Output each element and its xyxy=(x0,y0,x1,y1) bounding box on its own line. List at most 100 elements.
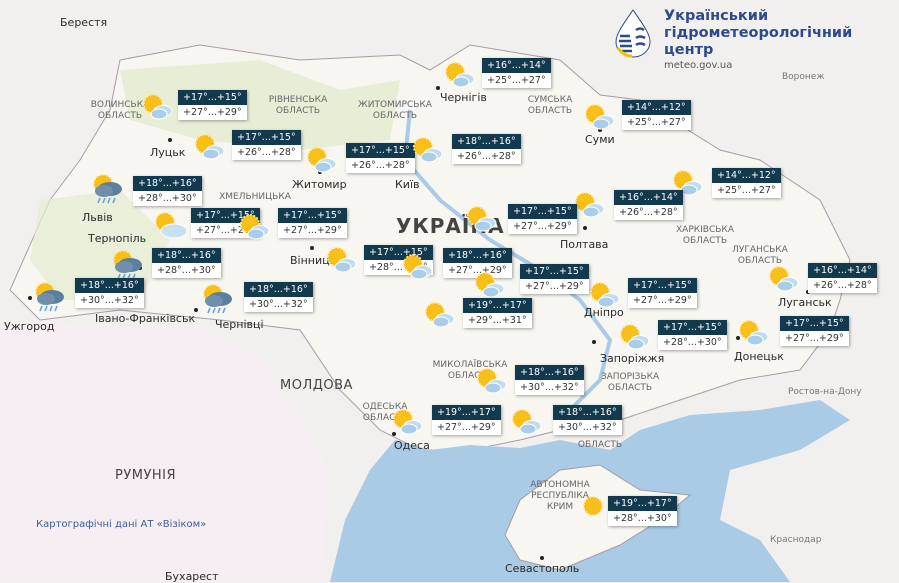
night-temperature: +14°...+12° xyxy=(622,100,691,115)
city-label[interactable]: Одеса xyxy=(394,439,430,452)
sun-cloud-icon xyxy=(475,272,505,298)
region-label: СУМСЬКА ОБЛАСТЬ xyxy=(527,95,573,116)
day-temperature: +28°...+30° xyxy=(658,335,727,350)
city-label[interactable]: Полтава xyxy=(560,238,609,251)
day-temperature: +27°...+29° xyxy=(520,279,589,294)
forecast-label[interactable]: +19°...+17° +27°...+29° xyxy=(432,405,501,435)
forest-areas-west xyxy=(30,190,170,300)
cloud-sun-icon xyxy=(155,212,186,239)
city-label[interactable]: Донецьк xyxy=(734,350,784,363)
rain-icon xyxy=(113,250,142,280)
day-temperature: +29°...+31° xyxy=(463,313,532,328)
forest-areas xyxy=(120,60,400,150)
day-temperature: +27°...+29° xyxy=(278,223,347,238)
forecast-label[interactable]: +17°...+15° +26°...+28° xyxy=(346,143,415,173)
region-label: ЖИТОМИРСЬКА ОБЛАСТЬ xyxy=(358,100,432,121)
city-marker[interactable] xyxy=(392,432,396,436)
forecast-label[interactable]: +18°...+16° +26°...+28° xyxy=(452,134,521,164)
city-marker[interactable] xyxy=(436,86,440,90)
city-label[interactable]: Воронеж xyxy=(782,72,825,82)
city-marker[interactable] xyxy=(540,556,544,560)
forecast-label[interactable]: +17°...+15° +26°...+28° xyxy=(232,130,301,160)
night-temperature: +18°...+16° xyxy=(443,248,512,263)
site-url[interactable]: meteo.gov.ua xyxy=(664,60,733,71)
map-attribution[interactable]: Картографічні дані АТ «Візіком» xyxy=(36,519,207,530)
city-marker[interactable] xyxy=(598,128,602,132)
region-label: АВТОНОМНА РЕСПУБЛІКА КРИМ xyxy=(530,480,590,512)
org-name-line: центр xyxy=(664,42,714,58)
forecast-label[interactable]: +17°...+15° +27°...+29° xyxy=(278,208,347,238)
city-label[interactable]: Ужгород xyxy=(4,320,55,333)
forecast-label[interactable]: +18°...+16° +30°...+32° xyxy=(75,278,144,308)
city-marker[interactable] xyxy=(583,226,587,230)
forecast-label[interactable]: +17°...+15° +27°...+29° xyxy=(508,204,577,234)
region-label: ОДЕСЬКА ОБЛАСТЬ xyxy=(362,402,408,423)
forecast-label[interactable]: +19°...+17° +29°...+31° xyxy=(463,298,532,328)
city-marker[interactable] xyxy=(194,308,198,312)
city-marker[interactable] xyxy=(28,296,32,300)
day-temperature: +30°...+32° xyxy=(75,293,144,308)
night-temperature: +18°...+16° xyxy=(75,278,144,293)
city-label[interactable]: Ростов-на-Дону xyxy=(788,387,862,397)
city-label[interactable]: Запоріжжя xyxy=(600,352,665,365)
sun-cloud-icon xyxy=(769,266,799,292)
forecast-label[interactable]: +17°...+15° +27°...+29° xyxy=(780,316,849,346)
region-label: МИКОЛАЇВСЬКА ОБЛАСТЬ xyxy=(432,360,508,381)
forecast-label[interactable]: +16°...+14° +26°...+28° xyxy=(614,190,683,220)
city-label[interactable]: Луганськ xyxy=(778,296,832,309)
sun-cloud-icon xyxy=(425,302,455,328)
sun-cloud-icon xyxy=(403,254,433,280)
sun-icon xyxy=(583,496,603,516)
forecast-label[interactable]: +17°...+15° +27°...+29° xyxy=(178,90,247,120)
city-label[interactable]: Київ xyxy=(395,178,420,191)
city-label[interactable]: Тернопіль xyxy=(88,232,147,245)
night-temperature: +14°...+12° xyxy=(712,168,781,183)
day-temperature: +30°...+32° xyxy=(515,380,584,395)
forecast-label[interactable]: +18°...+16° +28°...+30° xyxy=(152,248,221,278)
night-temperature: +17°...+15° xyxy=(628,278,697,293)
city-label[interactable]: Дніпро xyxy=(584,306,624,319)
city-label[interactable]: Вінниця xyxy=(290,254,337,267)
city-label[interactable]: Чернігів xyxy=(440,91,487,104)
city-label[interactable]: Краснодар xyxy=(770,535,822,545)
night-temperature: +17°...+15° xyxy=(232,130,301,145)
city-marker[interactable] xyxy=(310,246,314,250)
sun-cloud-icon xyxy=(195,134,225,160)
forecast-label[interactable]: +17°...+15° +28°...+30° xyxy=(658,320,727,350)
day-temperature: +30°...+32° xyxy=(553,420,622,435)
city-label[interactable]: Чернівці xyxy=(215,318,264,331)
city-label[interactable]: Суми xyxy=(585,133,615,146)
forecast-label[interactable]: +16°...+14° +26°...+28° xyxy=(808,263,877,293)
forecast-label[interactable]: +18°...+16° +28°...+30° xyxy=(133,176,202,206)
forecast-label[interactable]: +17°...+15° +27°...+29° xyxy=(520,264,589,294)
forecast-label[interactable]: +14°...+12° +25°...+27° xyxy=(712,168,781,198)
city-label[interactable]: Севастополь xyxy=(505,562,580,575)
forecast-label[interactable]: +19°...+17° +28°...+30° xyxy=(608,496,677,526)
region-label: РІВНЕНСЬКА ОБЛАСТЬ xyxy=(268,95,328,116)
city-label[interactable]: Івано-Франківськ xyxy=(95,312,196,325)
city-marker[interactable] xyxy=(592,340,596,344)
night-temperature: +17°...+15° xyxy=(520,264,589,279)
city-label[interactable]: Луцьк xyxy=(150,146,186,159)
forecast-label[interactable]: +18°...+16° +30°...+32° xyxy=(244,282,313,312)
city-label[interactable]: Берестя xyxy=(60,16,108,29)
day-temperature: +26°...+28° xyxy=(452,149,521,164)
forecast-label[interactable]: +17°...+15° +27°...+29° xyxy=(628,278,697,308)
forecast-label[interactable]: +16°...+14° +25°...+27° xyxy=(482,58,551,88)
night-temperature: +16°...+14° xyxy=(808,263,877,278)
city-label[interactable]: Житомир xyxy=(292,178,347,191)
region-label: ЛУГАНСЬКА ОБЛАСТЬ xyxy=(732,245,788,266)
night-temperature: +17°...+15° xyxy=(658,320,727,335)
sun-cloud-icon xyxy=(620,324,650,350)
city-marker[interactable] xyxy=(736,336,740,340)
forecast-label[interactable]: +18°...+16° +27°...+29° xyxy=(443,248,512,278)
forecast-label[interactable]: +18°...+16° +30°...+32° xyxy=(515,365,584,395)
forecast-label[interactable]: +14°...+12° +25°...+27° xyxy=(622,100,691,130)
city-marker[interactable] xyxy=(168,138,172,142)
day-temperature: +25°...+27° xyxy=(712,183,781,198)
city-label[interactable]: Львів xyxy=(82,211,113,224)
day-temperature: +27°...+29° xyxy=(443,263,512,278)
day-temperature: +27°...+29° xyxy=(628,293,697,308)
forecast-label[interactable]: +18°...+16° +30°...+32° xyxy=(553,405,622,435)
city-label[interactable]: Бухарест xyxy=(165,570,219,583)
